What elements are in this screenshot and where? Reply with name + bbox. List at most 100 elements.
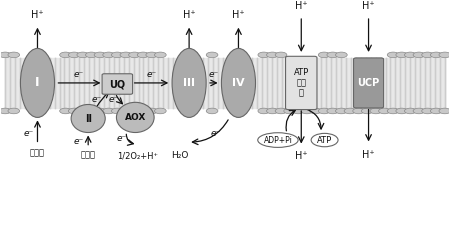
Circle shape bbox=[327, 108, 338, 114]
Circle shape bbox=[430, 108, 442, 114]
Text: e⁻: e⁻ bbox=[146, 70, 157, 79]
Circle shape bbox=[396, 52, 408, 58]
Text: IV: IV bbox=[232, 78, 245, 88]
Circle shape bbox=[258, 52, 270, 58]
Text: UQ: UQ bbox=[109, 79, 126, 89]
Circle shape bbox=[8, 52, 20, 58]
Circle shape bbox=[266, 108, 278, 114]
Circle shape bbox=[103, 52, 114, 58]
Circle shape bbox=[318, 52, 330, 58]
Circle shape bbox=[77, 52, 89, 58]
Circle shape bbox=[396, 108, 408, 114]
Circle shape bbox=[387, 52, 399, 58]
Circle shape bbox=[60, 52, 72, 58]
Ellipse shape bbox=[117, 102, 154, 133]
Ellipse shape bbox=[71, 104, 105, 133]
Circle shape bbox=[275, 52, 287, 58]
Text: III: III bbox=[183, 78, 195, 88]
Text: ATP
合成
酶: ATP 合成 酶 bbox=[294, 68, 309, 98]
Circle shape bbox=[336, 52, 347, 58]
Text: H₂O: H₂O bbox=[171, 151, 189, 160]
Circle shape bbox=[301, 108, 313, 114]
Circle shape bbox=[439, 52, 450, 58]
Text: e⁻: e⁻ bbox=[117, 134, 127, 143]
Circle shape bbox=[310, 108, 321, 114]
Circle shape bbox=[405, 52, 416, 58]
Circle shape bbox=[422, 108, 433, 114]
Circle shape bbox=[439, 108, 450, 114]
Circle shape bbox=[370, 108, 382, 114]
Circle shape bbox=[94, 108, 106, 114]
Circle shape bbox=[154, 108, 166, 114]
Circle shape bbox=[206, 108, 218, 114]
Circle shape bbox=[137, 108, 149, 114]
Circle shape bbox=[361, 108, 373, 114]
Ellipse shape bbox=[221, 48, 256, 117]
Text: 有机物: 有机物 bbox=[30, 148, 45, 158]
Circle shape bbox=[387, 108, 399, 114]
Circle shape bbox=[120, 52, 132, 58]
Text: II: II bbox=[85, 114, 92, 123]
Circle shape bbox=[258, 108, 270, 114]
Circle shape bbox=[129, 52, 140, 58]
Text: H⁺: H⁺ bbox=[232, 10, 245, 20]
Circle shape bbox=[344, 108, 356, 114]
Circle shape bbox=[405, 108, 416, 114]
FancyBboxPatch shape bbox=[102, 74, 133, 94]
FancyBboxPatch shape bbox=[354, 58, 383, 108]
Text: ATP: ATP bbox=[317, 136, 332, 145]
Text: e⁻: e⁻ bbox=[92, 95, 102, 104]
Text: UCP: UCP bbox=[357, 78, 380, 88]
Circle shape bbox=[336, 108, 347, 114]
Circle shape bbox=[8, 108, 20, 114]
Circle shape bbox=[0, 108, 11, 114]
Circle shape bbox=[318, 108, 330, 114]
Circle shape bbox=[266, 52, 278, 58]
Circle shape bbox=[292, 108, 304, 114]
Circle shape bbox=[378, 108, 390, 114]
Circle shape bbox=[137, 52, 149, 58]
Circle shape bbox=[284, 108, 296, 114]
Bar bbox=[5, 58, 445, 108]
Text: AOX: AOX bbox=[125, 113, 146, 122]
Text: ADP+Pi: ADP+Pi bbox=[264, 136, 292, 145]
Text: H⁺: H⁺ bbox=[362, 1, 375, 11]
Ellipse shape bbox=[258, 133, 298, 147]
Circle shape bbox=[120, 108, 132, 114]
Text: e⁻: e⁻ bbox=[108, 95, 119, 104]
Circle shape bbox=[129, 108, 140, 114]
Circle shape bbox=[103, 108, 114, 114]
Circle shape bbox=[68, 52, 80, 58]
Text: 1/2O₂+H⁺: 1/2O₂+H⁺ bbox=[117, 152, 158, 161]
Text: 有机物: 有机物 bbox=[81, 151, 96, 160]
Circle shape bbox=[68, 108, 80, 114]
Circle shape bbox=[60, 108, 72, 114]
Circle shape bbox=[327, 52, 338, 58]
Circle shape bbox=[430, 52, 442, 58]
Text: e⁻: e⁻ bbox=[74, 137, 84, 146]
Circle shape bbox=[86, 52, 97, 58]
Text: e⁻: e⁻ bbox=[209, 70, 219, 79]
Circle shape bbox=[413, 108, 425, 114]
Circle shape bbox=[146, 108, 158, 114]
Circle shape bbox=[86, 108, 97, 114]
Text: H⁺: H⁺ bbox=[295, 151, 308, 161]
Ellipse shape bbox=[172, 48, 206, 117]
Text: H⁺: H⁺ bbox=[31, 10, 44, 20]
Text: H⁺: H⁺ bbox=[295, 1, 308, 11]
Circle shape bbox=[275, 108, 287, 114]
Circle shape bbox=[112, 52, 123, 58]
Ellipse shape bbox=[311, 133, 338, 147]
Circle shape bbox=[206, 52, 218, 58]
Text: I: I bbox=[35, 76, 40, 89]
Text: e⁻: e⁻ bbox=[211, 129, 221, 138]
Text: H⁺: H⁺ bbox=[362, 150, 375, 160]
Text: H⁺: H⁺ bbox=[183, 10, 195, 20]
Circle shape bbox=[154, 52, 166, 58]
Circle shape bbox=[77, 108, 89, 114]
Circle shape bbox=[146, 52, 158, 58]
Circle shape bbox=[413, 52, 425, 58]
Circle shape bbox=[94, 52, 106, 58]
Circle shape bbox=[353, 108, 364, 114]
Text: e⁻: e⁻ bbox=[74, 70, 84, 79]
